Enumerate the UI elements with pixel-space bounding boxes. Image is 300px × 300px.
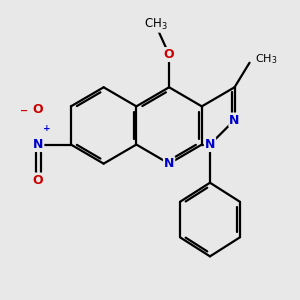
Text: O: O <box>164 48 174 61</box>
Text: O: O <box>33 103 44 116</box>
Text: CH$_3$: CH$_3$ <box>255 52 278 65</box>
Text: N: N <box>230 113 240 127</box>
Text: CH$_3$: CH$_3$ <box>144 17 167 32</box>
Text: N: N <box>164 157 174 170</box>
Text: O: O <box>33 173 44 187</box>
Text: −: − <box>20 106 28 116</box>
Text: N: N <box>33 138 44 151</box>
Text: N: N <box>205 138 215 151</box>
Text: +: + <box>43 124 51 133</box>
